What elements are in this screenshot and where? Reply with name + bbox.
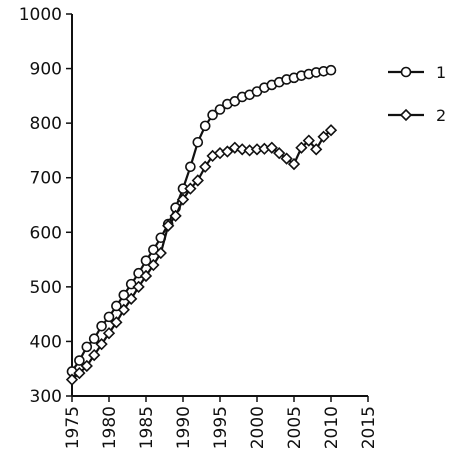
series-2-point	[176, 193, 190, 206]
series-2-point	[199, 160, 212, 173]
series-1-point	[140, 255, 152, 266]
series-1-point	[185, 161, 196, 173]
series-2-point	[95, 338, 108, 351]
series-2-point	[273, 147, 286, 160]
series-2-point	[147, 258, 160, 272]
series-2	[65, 124, 338, 386]
series-2-point	[65, 373, 79, 386]
series-1-point	[74, 355, 85, 366]
series-2-point	[310, 143, 323, 156]
x-tick-label: 1980	[100, 406, 120, 449]
series-layer	[65, 64, 338, 386]
x-tick-label: 2010	[322, 406, 342, 449]
legend-item-1: 1	[388, 63, 446, 82]
series-1-point	[199, 120, 211, 132]
series-2-point	[287, 157, 301, 171]
y-tick-label: 1000	[19, 5, 62, 25]
y-tick-label: 300	[30, 387, 62, 407]
series-2-point	[88, 348, 101, 362]
y-tick-label: 900	[30, 60, 62, 80]
legend-marker	[400, 66, 412, 78]
series-2-point	[117, 303, 130, 316]
series-1-point	[214, 104, 226, 115]
series-2-point	[132, 280, 145, 293]
series-1-point	[118, 289, 130, 301]
series-2-point	[80, 359, 93, 373]
x-tick-label: 1975	[63, 406, 83, 449]
series-2-point	[221, 145, 234, 158]
y-tick-label: 700	[30, 169, 62, 189]
series-1-line	[71, 69, 332, 373]
x-tick-label: 1995	[211, 406, 231, 449]
y-tick-label: 800	[30, 114, 62, 134]
series-2-point	[324, 124, 338, 137]
x-tick-label: 2015	[359, 406, 379, 449]
axes: 300 400 500 600 700 800 900 1000 1975 1980 1985 199…	[19, 5, 379, 449]
legend: 12	[388, 63, 446, 125]
series-1-point	[148, 244, 159, 256]
legend-marker	[399, 108, 413, 122]
series-2-point	[169, 209, 182, 223]
x-tick-label: 2005	[285, 406, 305, 449]
legend-item-2: 2	[388, 106, 446, 125]
series-2-point	[139, 269, 153, 283]
y-tick-label: 500	[30, 278, 62, 298]
series-2-point	[295, 141, 308, 154]
series-2-point	[265, 141, 278, 154]
series-1-point	[96, 320, 107, 332]
series-2-point	[73, 366, 86, 380]
series-2-point	[191, 174, 204, 187]
series-2-point	[236, 143, 249, 156]
legend-label: 2	[436, 106, 446, 125]
x-tick-label: 1990	[174, 406, 194, 449]
y-tick-label: 600	[30, 223, 62, 243]
series-2-point	[162, 219, 175, 232]
series-1-point	[207, 109, 218, 121]
series-2-point	[317, 130, 330, 143]
x-tick-label: 2000	[248, 406, 268, 449]
series-2-point	[280, 152, 293, 165]
series-1-point	[81, 341, 93, 353]
series-2-point	[184, 182, 197, 195]
series-1-point	[103, 311, 115, 323]
series-2-point	[110, 316, 123, 329]
series-1-point	[325, 64, 337, 76]
y-tick-label: 400	[30, 332, 62, 352]
series-1-point	[88, 333, 100, 345]
legend-label: 1	[436, 63, 446, 82]
series-2-point	[102, 327, 116, 340]
series-1-point	[192, 136, 204, 148]
series-2-point	[154, 246, 167, 260]
x-tick-label: 1985	[137, 406, 157, 449]
series-1-point	[111, 300, 122, 312]
series-2-point	[302, 134, 315, 147]
series-2-point	[125, 292, 138, 305]
